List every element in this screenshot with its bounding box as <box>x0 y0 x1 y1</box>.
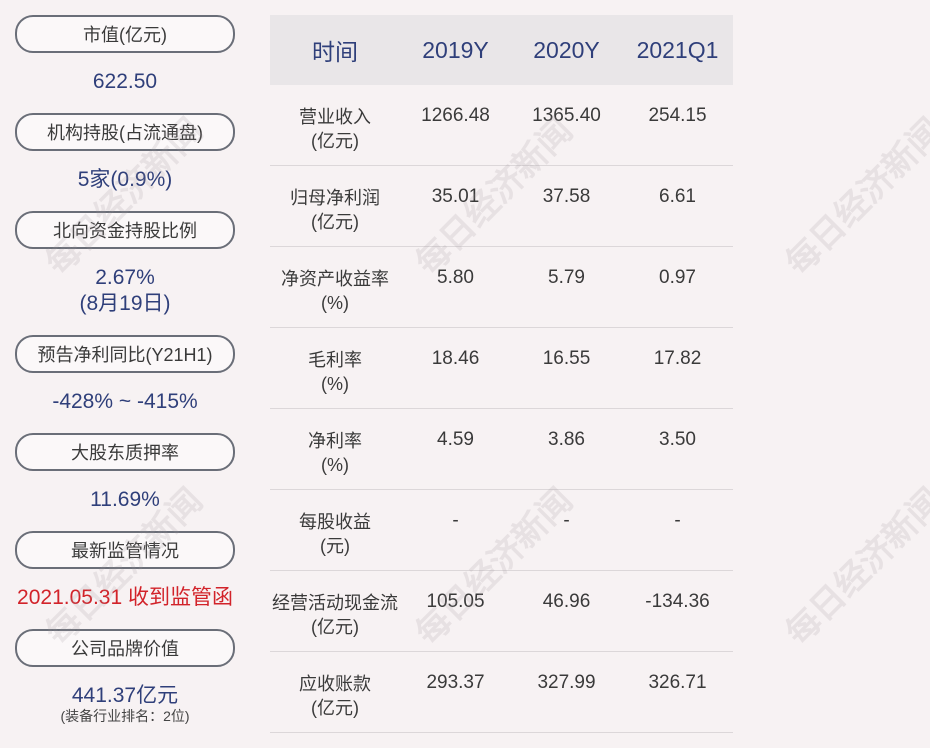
table-row: 净资产收益率 (%) 5.80 5.79 0.97 <box>270 247 733 328</box>
row-label-unit: (亿元) <box>311 212 359 232</box>
table-cell: 3.86 <box>548 429 585 450</box>
row-label-name: 每股收益 <box>299 512 371 532</box>
table-cell: 1266.48 <box>421 105 490 126</box>
row-label: 每股收益 (元) <box>270 490 400 558</box>
table-cell: 254.15 <box>648 105 707 126</box>
table-cell: -134.36 <box>645 591 710 612</box>
table-cell: 5.79 <box>548 267 585 288</box>
watermark: 每日经济新闻 <box>778 111 930 283</box>
table-cell: 327.99 <box>537 672 596 693</box>
table-cell: - <box>674 510 681 531</box>
table-cell: - <box>563 510 570 531</box>
row-label-unit: (%) <box>321 374 349 394</box>
row-label-name: 经营活动现金流 <box>272 593 398 613</box>
northbound-ratio-value: 2.67% <box>95 266 155 289</box>
table-row: 每股收益 (元) - - - <box>270 490 733 571</box>
northbound-ratio-label: 北向资金持股比例 <box>15 211 235 249</box>
institution-holding-value: 5家(0.9%) <box>77 168 173 191</box>
table-cell: 37.58 <box>542 186 591 207</box>
table-cell: 16.55 <box>542 348 591 369</box>
market-cap-label: 市值(亿元) <box>15 15 235 53</box>
table-body: 营业收入 (亿元) 1266.48 1365.40 254.15 归母净利润 (亿元) 35.… <box>270 85 733 733</box>
table-cell: - <box>452 510 459 531</box>
table-cell: 326.71 <box>648 672 707 693</box>
table-row: 归母净利润 (亿元) 35.01 37.58 6.61 <box>270 166 733 247</box>
row-label-unit: (亿元) <box>311 617 359 637</box>
table-cell: 35.01 <box>431 186 480 207</box>
row-label-unit: (元) <box>320 536 350 556</box>
header-2019y: 2019Y <box>422 36 489 63</box>
brand-rank-note: (装备行业排名：2位) <box>60 708 190 724</box>
institution-holding-label: 机构持股(占流通盘) <box>15 113 235 151</box>
table-cell: 6.61 <box>659 186 696 207</box>
table-row: 毛利率 (%) 18.46 16.55 17.82 <box>270 328 733 409</box>
row-label-name: 净利率 <box>308 431 362 451</box>
row-label: 净利率 (%) <box>270 409 400 477</box>
row-label: 归母净利润 (亿元) <box>270 166 400 234</box>
row-label-name: 营业收入 <box>299 107 371 127</box>
row-label-unit: (亿元) <box>311 698 359 718</box>
table-row: 净利率 (%) 4.59 3.86 3.50 <box>270 409 733 490</box>
table-cell: 3.50 <box>659 429 696 450</box>
row-label-name: 净资产收益率 <box>281 269 389 289</box>
row-label: 营业收入 (亿元) <box>270 85 400 153</box>
table-cell: 105.05 <box>426 591 485 612</box>
regulation-value: 2021.05.31 收到监管函 <box>17 586 233 609</box>
financial-table: 时间 2019Y 2020Y 2021Q1 营业收入 (亿元) 1266.48 136… <box>270 15 733 733</box>
row-label: 净资产收益率 (%) <box>270 247 400 315</box>
market-cap-value: 622.50 <box>92 70 158 93</box>
row-label: 毛利率 (%) <box>270 328 400 396</box>
watermark: 每日经济新闻 <box>778 481 930 653</box>
row-label-name: 应收账款 <box>299 674 371 694</box>
row-label: 应收账款 (亿元) <box>270 652 400 720</box>
row-label: 经营活动现金流 (亿元) <box>270 571 400 639</box>
row-label-name: 毛利率 <box>308 350 362 370</box>
brand-value-label: 公司品牌价值 <box>15 629 235 667</box>
brand-value: 441.37亿元 <box>71 684 179 707</box>
table-cell: 4.59 <box>437 429 474 450</box>
table-cell: 18.46 <box>431 348 480 369</box>
table-cell: 5.80 <box>437 267 474 288</box>
table-cell: 46.96 <box>542 591 591 612</box>
row-label-unit: (亿元) <box>311 131 359 151</box>
table-cell: 17.82 <box>653 348 702 369</box>
header-2020y: 2020Y <box>533 36 600 63</box>
brand-value-group: 441.37亿元 (装备行业排名：2位) <box>15 683 235 724</box>
profit-forecast-label: 预告净利同比(Y21H1) <box>15 335 235 373</box>
northbound-ratio-date: (8月19日) <box>79 292 171 315</box>
regulation-label: 最新监管情况 <box>15 531 235 569</box>
header-2021q1: 2021Q1 <box>636 36 719 63</box>
table-row: 营业收入 (亿元) 1266.48 1365.40 254.15 <box>270 85 733 166</box>
pledge-ratio-label: 大股东质押率 <box>15 433 235 471</box>
header-time: 时间 <box>312 39 358 65</box>
profit-forecast-value: -428% ~ -415% <box>52 390 198 413</box>
table-cell: 1365.40 <box>532 105 601 126</box>
table-cell: 0.97 <box>659 267 696 288</box>
row-label-name: 归母净利润 <box>290 188 380 208</box>
table-cell: 293.37 <box>426 672 485 693</box>
row-label-unit: (%) <box>321 455 349 475</box>
table-row: 经营活动现金流 (亿元) 105.05 46.96 -134.36 <box>270 571 733 652</box>
table-header: 时间 2019Y 2020Y 2021Q1 <box>270 15 733 85</box>
table-row: 应收账款 (亿元) 293.37 327.99 326.71 <box>270 652 733 733</box>
pledge-ratio-value: 11.69% <box>90 488 160 511</box>
row-label-unit: (%) <box>321 293 349 313</box>
